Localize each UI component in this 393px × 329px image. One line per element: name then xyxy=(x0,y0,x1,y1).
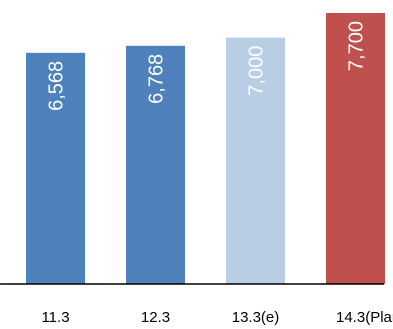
category-label-1: 11.3 xyxy=(41,309,69,326)
bar-value-label-1: 6,568 xyxy=(46,61,68,111)
category-label-4: 14.3(Plan xyxy=(336,309,393,326)
category-label-2: 12.3 xyxy=(141,309,170,326)
bar-2 xyxy=(126,45,185,284)
bars-group xyxy=(26,13,385,285)
bar-4 xyxy=(326,13,385,284)
bar-value-label-4: 7,700 xyxy=(346,21,368,71)
bar-1 xyxy=(26,52,85,285)
category-labels-group: 11.3 12.3 13.3(e) 14.3(Plan xyxy=(41,309,393,326)
category-label-3: 13.3(e) xyxy=(232,309,280,326)
bar-value-label-3: 7,000 xyxy=(246,46,268,96)
bar-3 xyxy=(226,37,285,284)
value-labels-group: 6,568 6,768 7,000 7,700 xyxy=(46,21,368,111)
bar-value-label-2: 6,768 xyxy=(146,54,168,104)
